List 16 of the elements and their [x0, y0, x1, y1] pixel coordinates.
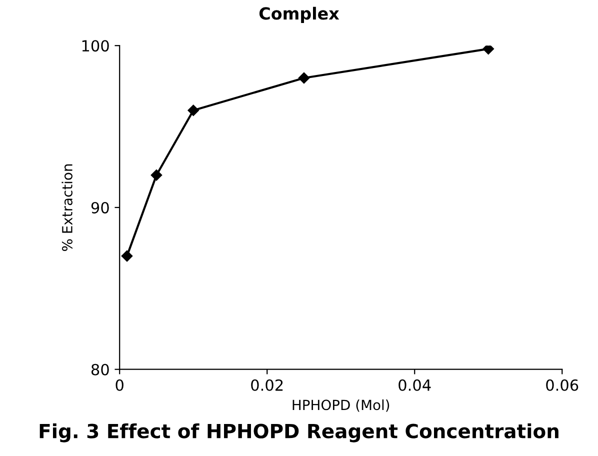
point: [150, 170, 162, 181]
y-tick-label: 90: [91, 202, 109, 214]
point: [298, 72, 310, 84]
caption: Fig. 3 Effect of HPHOPD Reagent Concentration: [40, 423, 558, 442]
x-axis-title: HPHOPD (Mol): [292, 399, 390, 412]
point: [482, 46, 494, 54]
point: [188, 104, 199, 116]
x-tick-label: 0.06: [546, 379, 578, 391]
y-tick-label: 100: [82, 40, 109, 52]
x-tick-label: 0: [116, 379, 124, 391]
y-axis-title: % Extraction: [62, 164, 72, 251]
y-tick-label: 80: [91, 364, 109, 376]
point: [121, 250, 133, 262]
x-tick-label: 0.02: [251, 379, 283, 391]
chart-title: Complex: [259, 6, 340, 23]
x-tick-label: 0.04: [398, 379, 431, 391]
